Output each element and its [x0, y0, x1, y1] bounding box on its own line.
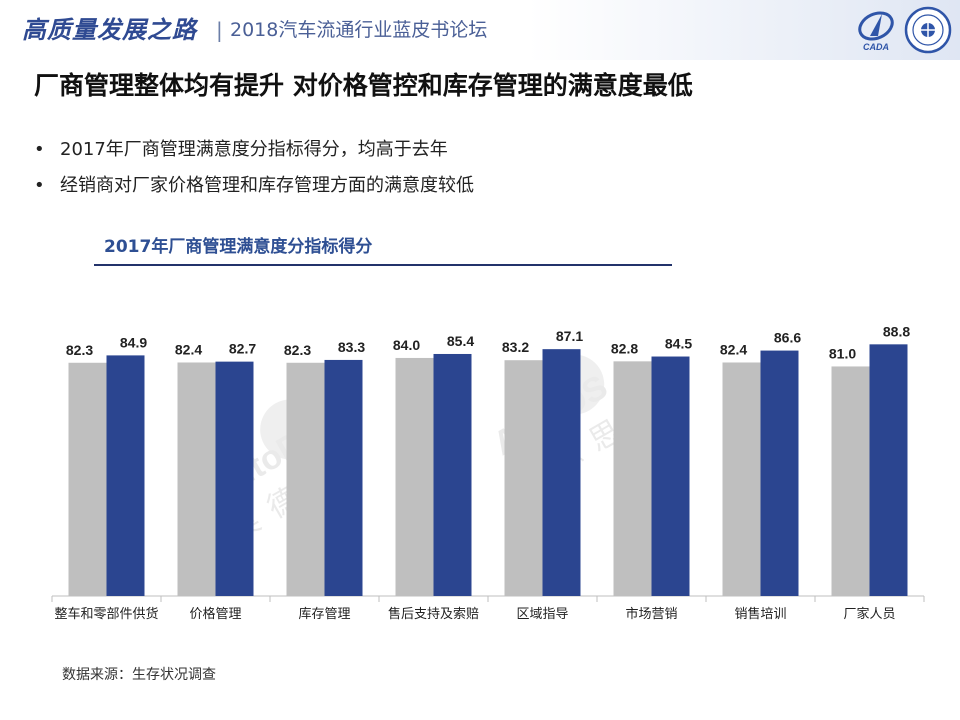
- bar-series-1: [68, 362, 107, 596]
- bar-value-label: 82.7: [229, 341, 256, 357]
- bullet-dot: •: [34, 175, 45, 196]
- x-tick-label: 售后支持及索赔: [388, 606, 479, 622]
- bar-series-1: [177, 362, 216, 596]
- bullet-list: • 2017年厂商管理满意度分指标得分，均高于去年 • 经销商对厂家价格管理和库…: [34, 132, 474, 204]
- x-tick-label: 市场营销: [625, 606, 677, 622]
- bullet-dot: •: [34, 139, 45, 160]
- x-tick-label: 厂家人员: [843, 606, 895, 622]
- bar-value-label: 83.3: [338, 339, 365, 355]
- chart-title: 2017年厂商管理满意度分指标得分: [104, 237, 373, 257]
- chart-title-underline: [94, 264, 672, 266]
- bar-series-2: [869, 344, 908, 596]
- bar-value-label: 87.1: [556, 328, 583, 344]
- bar-series-1: [504, 360, 543, 596]
- bar-series-1: [395, 357, 434, 596]
- bar-value-label: 82.4: [720, 341, 747, 357]
- bar-series-2: [433, 353, 472, 596]
- bar-value-label: 83.2: [502, 339, 529, 355]
- bar-value-label: 82.4: [175, 341, 202, 357]
- bar-series-2: [760, 350, 799, 596]
- bar-value-label: 81.0: [829, 345, 856, 361]
- bullet-text: 经销商对厂家价格管理和库存管理方面的满意度较低: [60, 175, 474, 196]
- bar-value-label: 88.8: [883, 323, 910, 339]
- bar-value-label: 86.6: [774, 330, 801, 346]
- x-tick-label: 库存管理: [298, 606, 350, 622]
- bar-value-label: 82.3: [284, 342, 311, 358]
- bar-value-label: 84.9: [120, 334, 147, 350]
- bar-value-label: 84.5: [665, 336, 692, 352]
- bar-series-1: [286, 362, 325, 596]
- cada-logo-icon: CADA: [858, 11, 894, 52]
- bullet-text: 2017年厂商管理满意度分指标得分，均高于去年: [60, 139, 448, 160]
- data-source-note: 数据来源：生存状况调查: [62, 667, 216, 683]
- bar-series-1: [831, 366, 870, 596]
- x-tick-label: 区域指导: [516, 607, 568, 622]
- cada-logo-text: CADA: [863, 42, 889, 52]
- bar-series-1: [613, 361, 652, 596]
- bar-value-label: 82.8: [611, 340, 638, 356]
- header-separator: |: [216, 18, 223, 42]
- header-band: [0, 0, 960, 60]
- bullet-item: • 2017年厂商管理满意度分指标得分，均高于去年: [34, 132, 474, 168]
- bar-value-label: 84.0: [393, 337, 420, 353]
- bar-series-2: [215, 361, 254, 596]
- page-title: 厂商管理整体均有提升 对价格管控和库存管理的满意度最低: [34, 71, 693, 100]
- bar-series-2: [542, 349, 581, 596]
- header-subtitle: 2018汽车流通行业蓝皮书论坛: [230, 19, 488, 41]
- x-tick-label: 销售培训: [734, 606, 786, 622]
- bar-series-2: [651, 356, 690, 596]
- bar-value-label: 82.3: [66, 342, 93, 358]
- bullet-item: • 经销商对厂家价格管理和库存管理方面的满意度较低: [34, 168, 474, 204]
- header-slogan: 高质量发展之路: [22, 15, 197, 44]
- bar-series-1: [722, 362, 761, 596]
- x-tick-label: 整车和零部件供货: [54, 606, 158, 622]
- bar-series-2: [106, 355, 145, 596]
- bar-series-2: [324, 359, 363, 596]
- x-tick-label: 价格管理: [189, 606, 241, 622]
- bar-value-label: 85.4: [447, 333, 474, 349]
- seal-logo-icon: [904, 6, 952, 54]
